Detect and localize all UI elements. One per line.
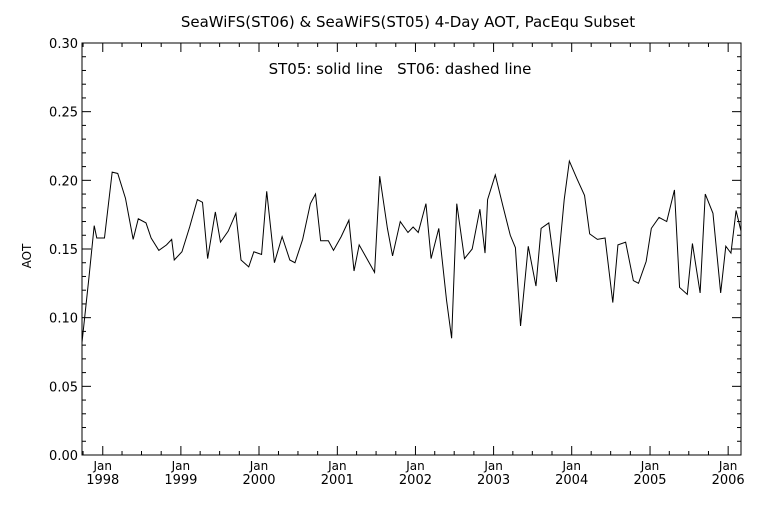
x-tick-year-label: 2006 (712, 473, 745, 488)
x-tick-year-label: 2003 (477, 473, 510, 488)
x-tick-month-label: Jan (483, 459, 503, 473)
x-tick-year-label: 2002 (399, 473, 432, 488)
y-axis-label: AOT (20, 243, 34, 268)
x-tick-month-label: Jan (171, 459, 191, 473)
series-line-st05 (81, 159, 742, 343)
y-tick-label: 0.15 (49, 243, 78, 258)
y-tick-label: 0.20 (49, 174, 78, 189)
x-tick-month-label: Jan (405, 459, 425, 473)
series-layer (81, 159, 742, 343)
axes-layer: 0.000.050.100.150.200.250.30Jan1998Jan19… (49, 37, 745, 488)
x-tick-year-label: 2001 (321, 473, 354, 488)
x-tick-year-label: 2004 (555, 473, 588, 488)
x-tick-month-label: Jan (327, 459, 347, 473)
y-tick-label: 0.25 (49, 106, 78, 121)
line-style-annotation: ST05: solid line ST06: dashed line (269, 60, 532, 78)
x-tick-year-label: 2005 (633, 473, 666, 488)
x-tick-year-label: 1999 (164, 473, 197, 488)
x-tick-month-label: Jan (561, 459, 581, 473)
x-tick-year-label: 2000 (242, 473, 275, 488)
y-tick-label: 0.05 (49, 380, 78, 395)
y-tick-label: 0.30 (49, 37, 78, 52)
x-tick-month-label: Jan (93, 459, 113, 473)
y-tick-label: 0.10 (49, 312, 78, 327)
x-tick-month-label: Jan (640, 459, 660, 473)
x-tick-year-label: 1998 (86, 473, 119, 488)
plot-frame (81, 42, 742, 456)
x-tick-month-label: Jan (718, 459, 738, 473)
chart-title: SeaWiFS(ST06) & SeaWiFS(ST05) 4-Day AOT,… (181, 13, 635, 31)
y-tick-label: 0.00 (49, 449, 78, 464)
x-tick-month-label: Jan (249, 459, 269, 473)
